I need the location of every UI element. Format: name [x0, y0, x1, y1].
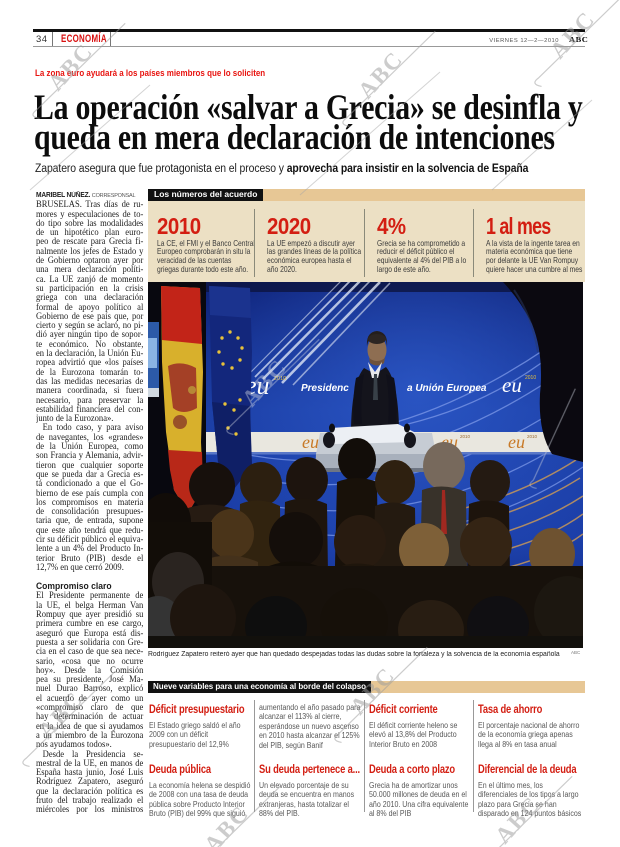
svg-text:eu: eu — [508, 432, 525, 452]
svg-text:a Unión Europea: a Unión Europea — [407, 383, 487, 394]
svg-text:2010: 2010 — [460, 434, 471, 439]
svg-text:Presidenc: Presidenc — [301, 383, 349, 394]
svg-text:2010: 2010 — [525, 375, 536, 381]
svg-text:eu: eu — [502, 373, 522, 397]
svg-text:2010: 2010 — [274, 376, 286, 382]
svg-text:2010: 2010 — [527, 434, 538, 439]
svg-text:eu: eu — [302, 432, 319, 452]
